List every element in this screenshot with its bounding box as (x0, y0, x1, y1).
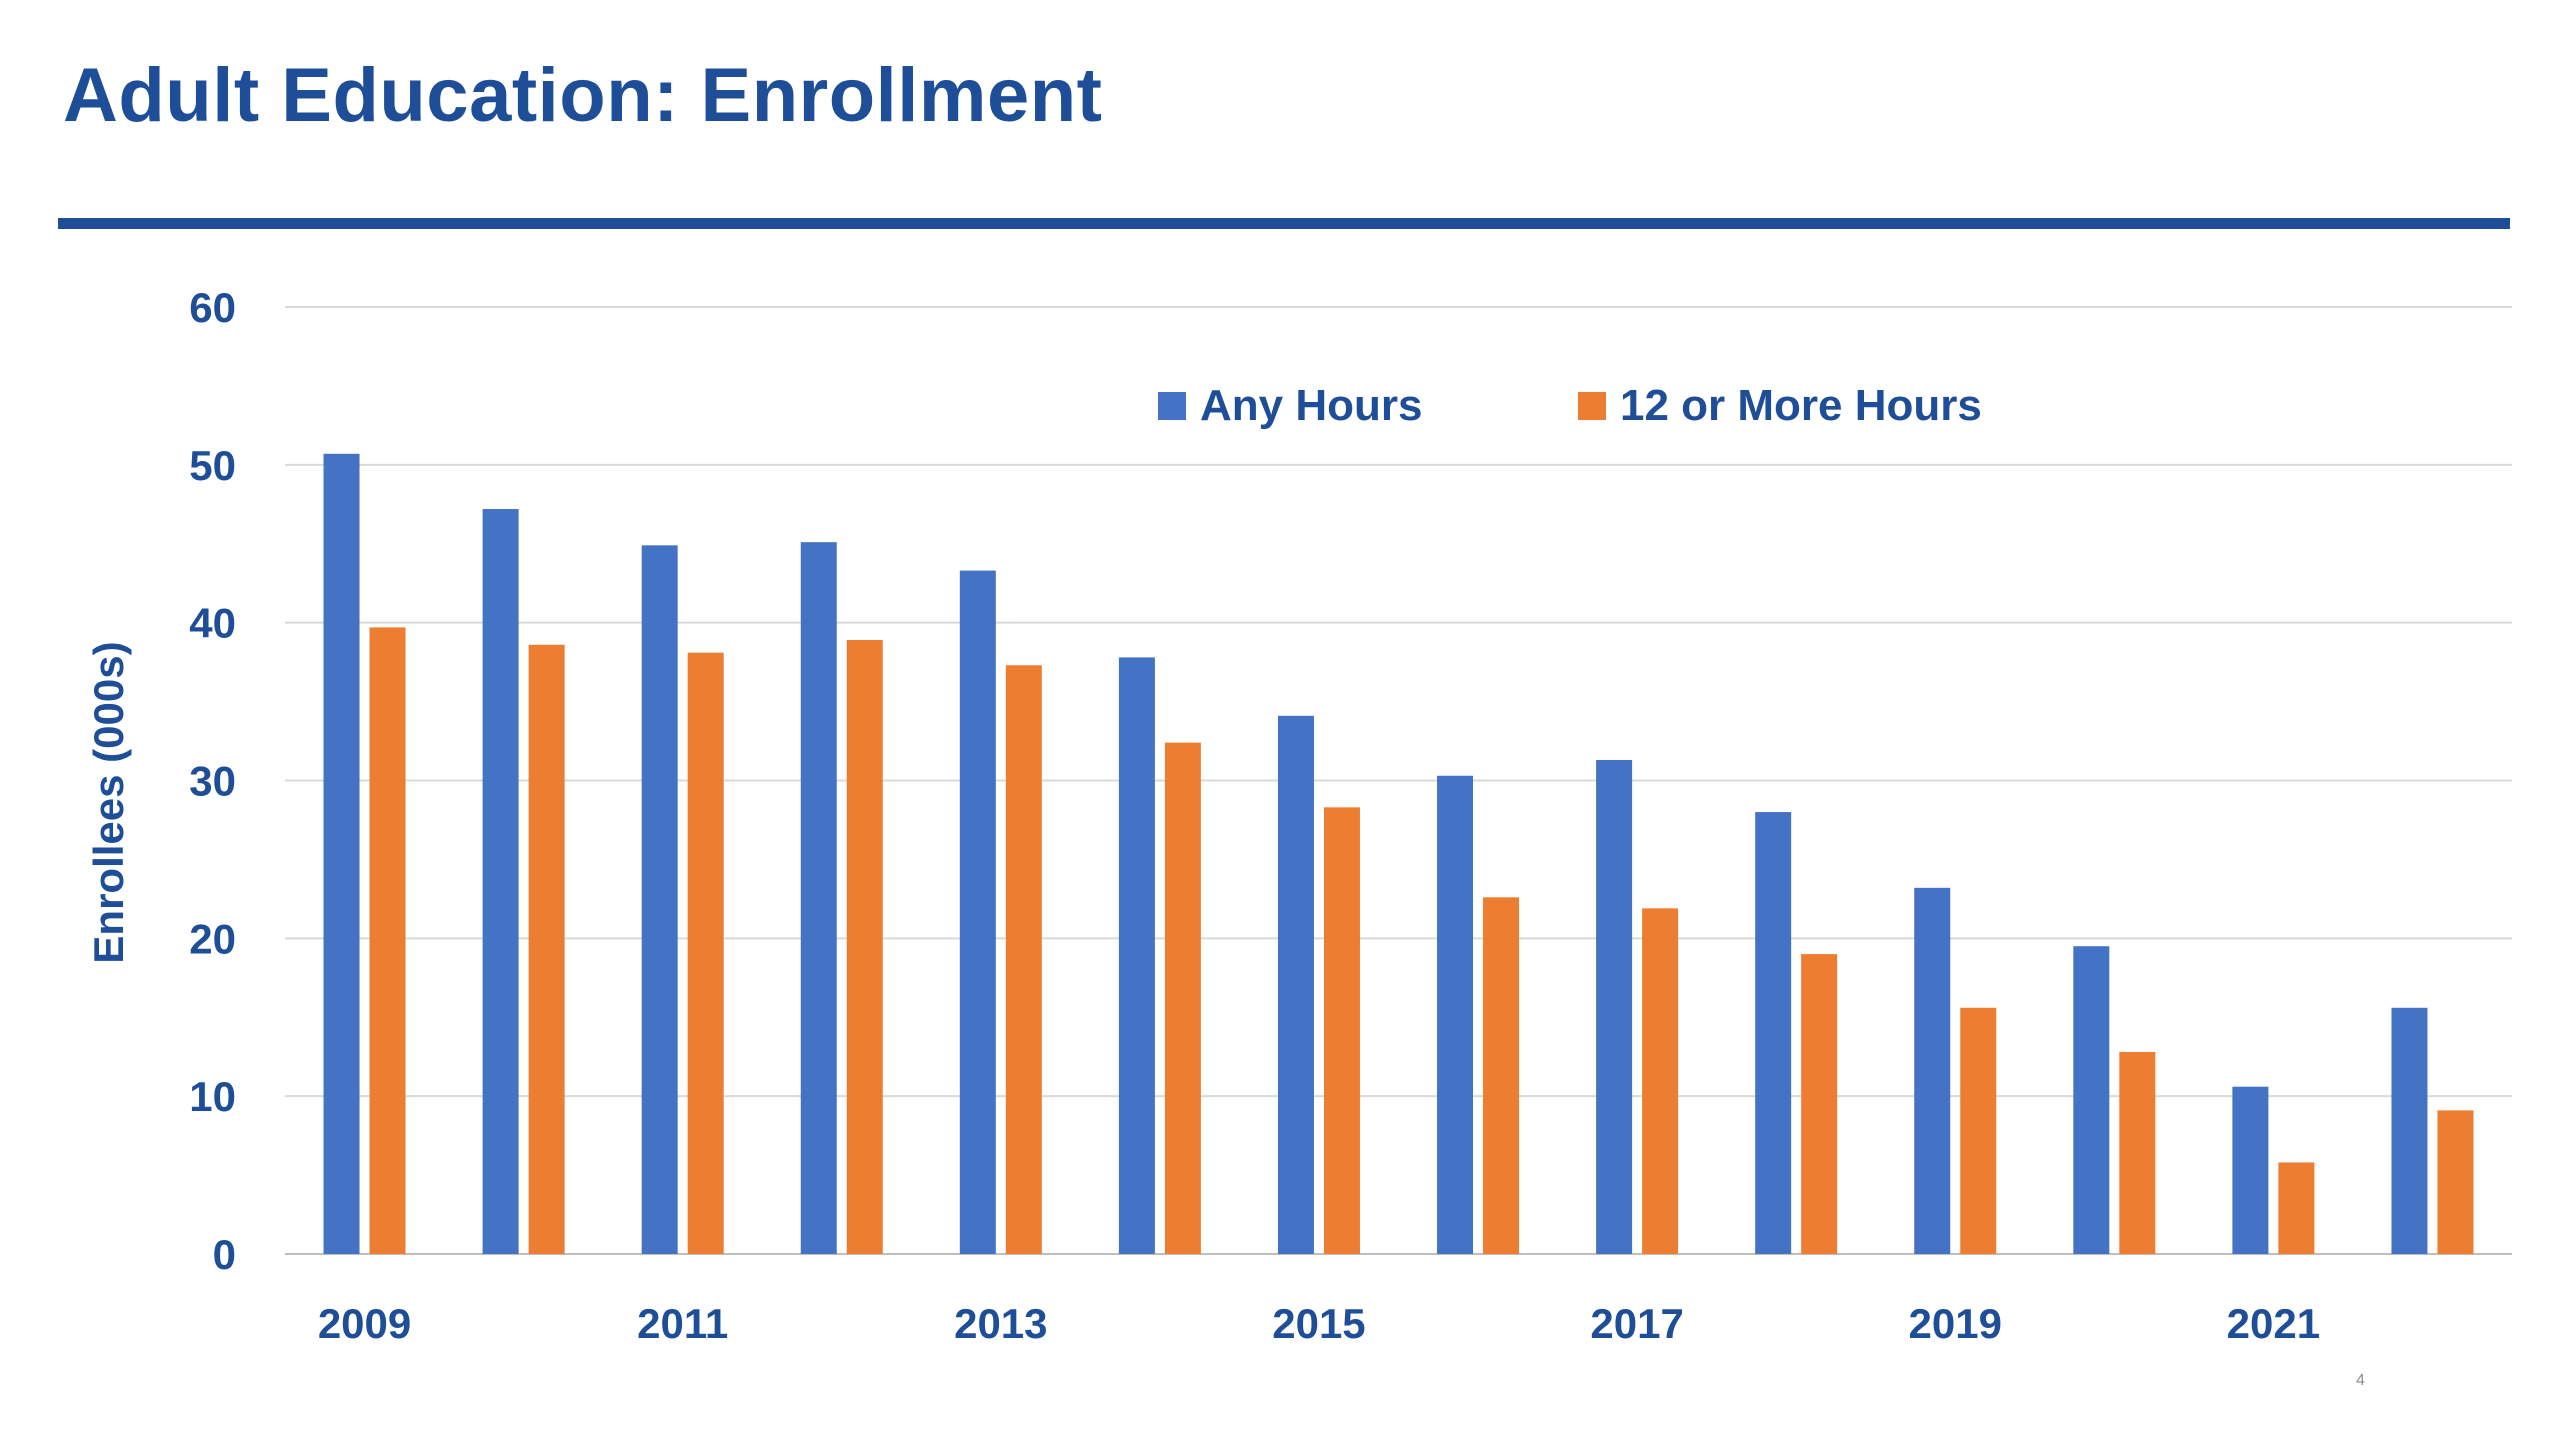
bar-12-or-more-hours (1960, 1007, 1997, 1254)
bar-12-or-more-hours (1323, 807, 1360, 1254)
x-tick-label: 2021 (2227, 1300, 2320, 1347)
x-tick-label: 2009 (318, 1300, 411, 1347)
bar-12-or-more-hours (1164, 742, 1201, 1254)
y-tick-label: 10 (189, 1073, 236, 1120)
bar-any-hours (1755, 812, 1792, 1254)
y-tick-label: 50 (189, 442, 236, 489)
x-tick-label: 2013 (954, 1300, 1047, 1347)
bar-12-or-more-hours (1005, 665, 1042, 1254)
legend-12-or-more-hours-label: 12 or More Hours (1620, 381, 1982, 430)
bar-12-or-more-hours (2437, 1110, 2474, 1254)
bar-12-or-more-hours (846, 640, 883, 1254)
bar-any-hours (482, 509, 519, 1254)
y-tick-label: 0 (213, 1231, 236, 1278)
bar-any-hours (800, 542, 837, 1254)
bar-12-or-more-hours (1483, 897, 1520, 1254)
bar-any-hours (641, 545, 678, 1254)
legend-12-or-more-hours-swatch (1578, 392, 1606, 420)
x-tick-label: 2017 (1590, 1300, 1683, 1347)
y-axis-label: Enrollees (000s) (85, 641, 132, 963)
x-tick-label: 2019 (1909, 1300, 2002, 1347)
bar-any-hours (1437, 775, 1474, 1254)
y-tick-label: 30 (189, 758, 236, 805)
bar-any-hours (2391, 1007, 2428, 1254)
bar-12-or-more-hours (369, 627, 406, 1254)
bar-any-hours (2232, 1086, 2269, 1254)
bar-any-hours (1596, 759, 1633, 1254)
bar-12-or-more-hours (528, 644, 565, 1254)
bar-12-or-more-hours (687, 652, 724, 1254)
bar-any-hours (1277, 715, 1314, 1254)
bar-12-or-more-hours (2278, 1162, 2315, 1254)
bar-any-hours (959, 570, 996, 1254)
page-number: 4 (2356, 1372, 2365, 1389)
bar-12-or-more-hours (1642, 908, 1679, 1254)
legend-any-hours-swatch (1158, 392, 1186, 420)
bar-any-hours (2073, 946, 2110, 1254)
x-tick-label: 2015 (1272, 1300, 1365, 1347)
bar-12-or-more-hours (1801, 954, 1838, 1254)
x-tick-label: 2011 (637, 1300, 728, 1347)
y-tick-label: 20 (189, 915, 236, 962)
bar-any-hours (323, 453, 360, 1254)
legend-any-hours-label: Any Hours (1200, 381, 1422, 430)
bar-any-hours (1914, 887, 1951, 1254)
title-divider (58, 218, 2510, 229)
y-tick-label: 60 (189, 284, 236, 331)
y-tick-label: 40 (189, 600, 236, 647)
slide-title: Adult Education: Enrollment (63, 53, 1103, 138)
bar-12-or-more-hours (2119, 1051, 2156, 1254)
bar-any-hours (1118, 657, 1155, 1254)
